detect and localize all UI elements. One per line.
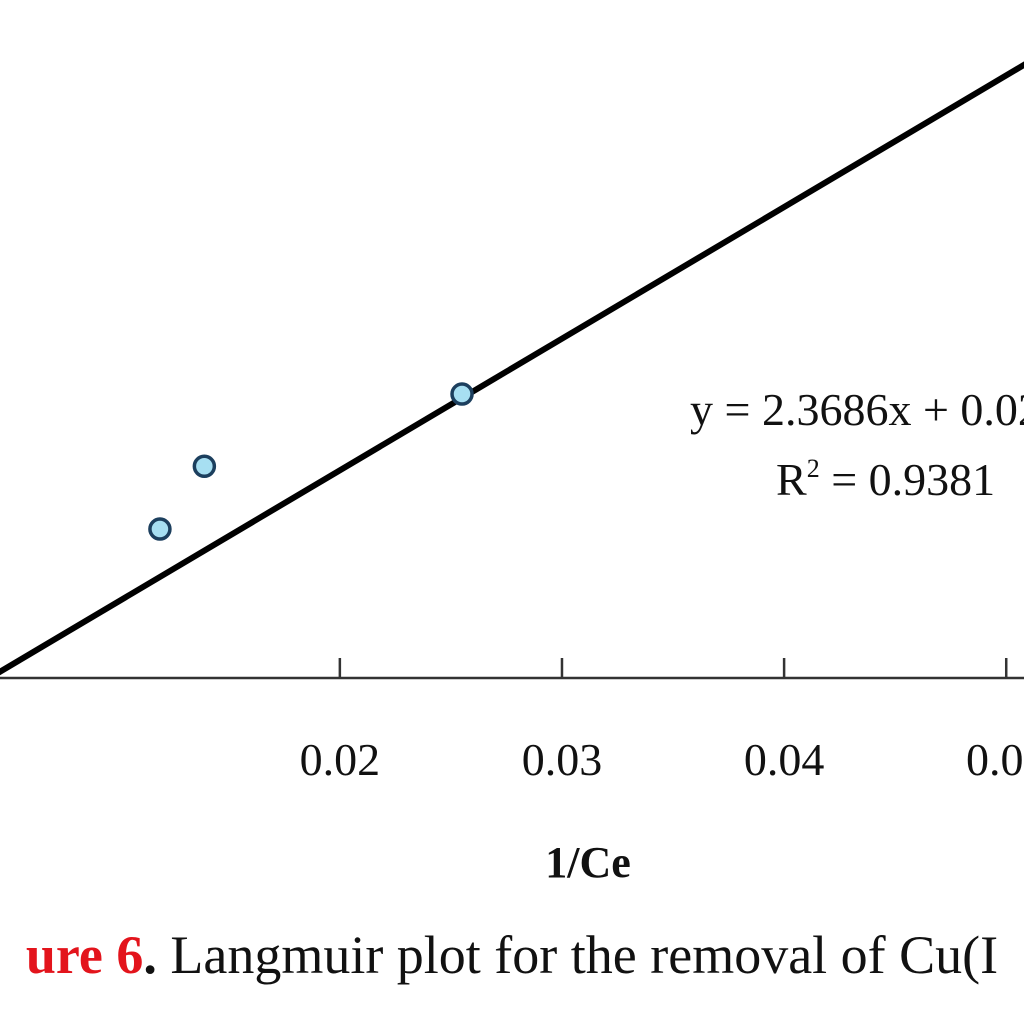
figure-caption-dot: . [143, 925, 157, 985]
chart-plot: y = 2.3686x + 0.02 R2 = 0.9381 1/Ce 0.02… [0, 61, 1024, 887]
trendline-equation: y = 2.3686x + 0.02 [690, 384, 1024, 435]
x-tick-label: 0.05 [966, 734, 1024, 785]
data-point [450, 382, 474, 406]
trendline [0, 61, 1024, 676]
x-axis-title: 1/Ce [545, 838, 631, 887]
x-tick-label: 0.03 [522, 734, 603, 785]
data-point [148, 517, 172, 541]
trendline-r-squared: R2 = 0.9381 [776, 454, 995, 505]
figure-caption-text: Langmuir plot for the removal of Cu(I [156, 925, 999, 985]
x-tick-label: 0.02 [300, 734, 381, 785]
x-tick-label: 0.04 [744, 734, 825, 785]
figure-caption-number: ure 6 [25, 925, 144, 985]
data-point [192, 454, 217, 479]
figure-caption: ure 6. Langmuir plot for the removal of … [0, 900, 1024, 1010]
